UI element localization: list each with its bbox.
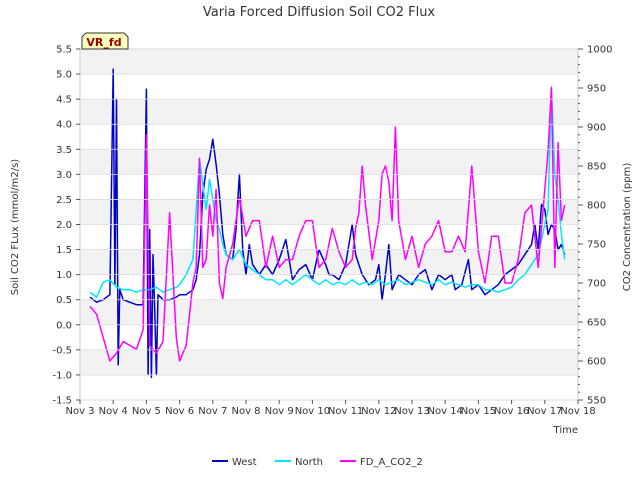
- y-tick-label: -1.5: [52, 396, 72, 407]
- x-tick-label: Nov 10: [295, 406, 330, 417]
- y2-tick-label: 700: [587, 279, 606, 290]
- plot-band: [80, 49, 578, 75]
- y-tick-label: 4.5: [56, 95, 72, 106]
- legend-label-north: North: [295, 457, 323, 468]
- y2-tick-label: 900: [587, 123, 606, 134]
- y-tick-label: 5.5: [56, 45, 72, 56]
- chart-title: Varia Forced Diffusion Soil CO2 Flux: [203, 5, 436, 20]
- y2-tick-label: 750: [587, 240, 606, 251]
- x-tick-label: Nov 17: [527, 406, 562, 417]
- plot-band: [80, 374, 578, 400]
- y2-tick-label: 800: [587, 201, 606, 212]
- plot-band: [80, 124, 578, 150]
- y2-tick-label: 650: [587, 318, 606, 329]
- plot-band: [80, 99, 578, 125]
- y2-tick-label: 550: [587, 396, 606, 407]
- y-tick-label: 2.5: [56, 195, 72, 206]
- x-tick-label: Nov 7: [198, 406, 227, 417]
- y-axis-label: Soil CO2 FLux (mmol/m2/s): [10, 159, 21, 296]
- x-tick-label: Nov 5: [132, 406, 161, 417]
- plot-background-bands: [80, 49, 578, 400]
- y-tick-label: 3.0: [56, 170, 72, 181]
- x-tick-label: Nov 12: [361, 406, 396, 417]
- site-badge-label: VR_fd: [86, 36, 121, 49]
- y2-axis-label: CO2 Concentration (ppm): [622, 163, 633, 292]
- plot-band: [80, 349, 578, 375]
- y2-tick-label: 850: [587, 162, 606, 173]
- x-tick-label: Nov 16: [494, 406, 529, 417]
- x-axis-label: Time: [553, 425, 578, 436]
- plot-band: [80, 299, 578, 325]
- y-tick-label: 3.5: [56, 145, 72, 156]
- y-tick-label: 0.5: [56, 295, 72, 306]
- series-line-north: [89, 85, 566, 298]
- y2-tick-label: 1000: [587, 45, 612, 56]
- y2-tick-label: 950: [587, 84, 606, 95]
- y-tick-label: 1.5: [56, 245, 72, 256]
- x-tick-label: Nov 11: [328, 406, 363, 417]
- x-tick-label: Nov 6: [165, 406, 194, 417]
- plot-band: [80, 199, 578, 225]
- y-tick-label: 5.0: [56, 70, 72, 81]
- y-tick-label: 2.0: [56, 220, 72, 231]
- y-tick-label: 1.0: [56, 270, 72, 281]
- legend: West North FD_A_CO2_2: [212, 457, 423, 468]
- plot-band: [80, 149, 578, 175]
- y-tick-label: 0.0: [56, 320, 72, 331]
- x-tick-label: Nov 9: [265, 406, 294, 417]
- series-line-fd-a-co2-2: [89, 87, 566, 362]
- x-tick-label: Nov 15: [461, 406, 496, 417]
- x-axis: Nov 3 Nov 4 Nov 5 Nov 6 Nov 7 Nov 8 Nov 9 Nov 1…: [65, 400, 596, 417]
- plot-band: [80, 249, 578, 275]
- x-tick-label: Nov 8: [231, 406, 260, 417]
- y-axis-left: -1.5 -1.0 -0.5 0.0 0.5 1.0 1.5 2.0 2.5 3.0 3.5 4.0 4…: [52, 45, 578, 407]
- y-axis-right: 550 600 650 700 750 800 850 900 950 1000: [578, 45, 612, 407]
- x-tick-label: Nov 4: [99, 406, 128, 417]
- plot-band: [80, 74, 578, 100]
- legend-label-fd-a-co2-2: FD_A_CO2_2: [360, 457, 423, 468]
- x-tick-label: Nov 13: [394, 406, 429, 417]
- x-tick-label: Nov 18: [560, 406, 595, 417]
- x-tick-label: Nov 3: [65, 406, 94, 417]
- x-tick-label: Nov 14: [427, 406, 462, 417]
- legend-label-west: West: [232, 457, 257, 468]
- site-badge: VR_fd: [81, 32, 129, 50]
- y2-tick-label: 600: [587, 357, 606, 368]
- y-tick-label: -0.5: [52, 345, 72, 356]
- y-tick-label: 4.0: [56, 120, 72, 131]
- plot-band: [80, 174, 578, 200]
- y-tick-label: -1.0: [52, 370, 72, 381]
